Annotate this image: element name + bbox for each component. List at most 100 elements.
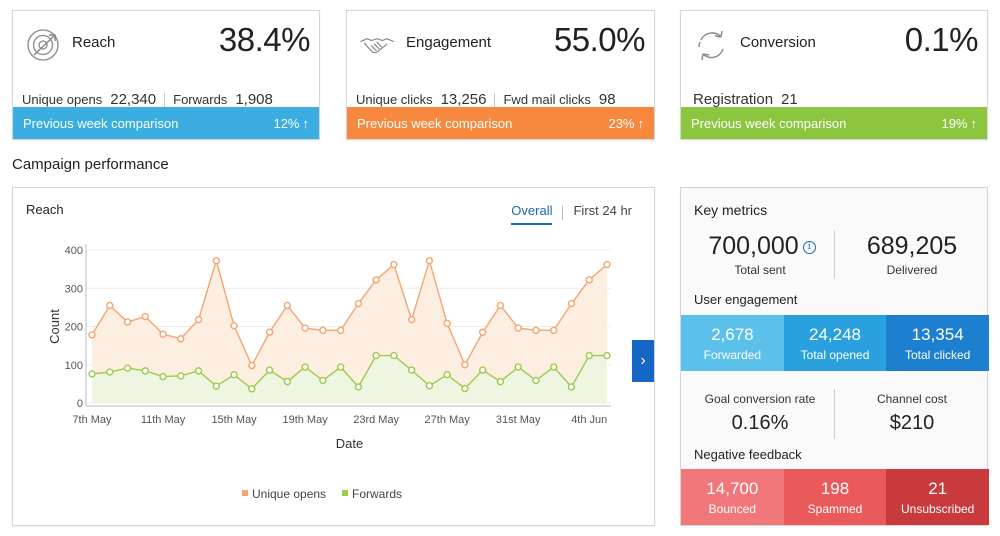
divider xyxy=(164,92,166,107)
y-tick-label: 0 xyxy=(77,398,83,410)
data-point xyxy=(354,299,363,308)
data-point xyxy=(212,382,221,390)
y-tick-label: 200 xyxy=(65,322,83,334)
campaign-chart-card: Reach Overall First 24 hr 0 100 200 300 400 7… xyxy=(12,187,655,526)
x-tick-label: 11th May xyxy=(141,414,186,426)
goal-conversion-label: Goal conversion rate xyxy=(704,392,816,406)
data-point xyxy=(461,361,469,369)
data-point xyxy=(194,367,203,375)
next-chart-button[interactable]: › xyxy=(632,340,654,382)
tile-value: 14,700 xyxy=(706,478,759,498)
engagement-title: Engagement xyxy=(406,34,492,51)
data-point xyxy=(248,361,256,370)
data-point xyxy=(354,383,363,391)
data-point xyxy=(301,363,309,371)
y-tick-label: 400 xyxy=(65,245,83,257)
y-tick-label: 100 xyxy=(65,360,83,372)
data-point xyxy=(265,328,274,336)
comparison-pct: 12% xyxy=(273,115,300,131)
key-metrics-title: Key metrics xyxy=(694,202,768,218)
target-icon xyxy=(27,29,59,61)
conversion-card: Conversion 0.1% Registration 21 Previous… xyxy=(680,10,988,140)
tile-label: Bounced xyxy=(708,501,757,516)
total-clicked-tile: 13,354 Total clicked xyxy=(886,315,990,371)
conversion-title: Conversion xyxy=(740,34,816,51)
tile-value: 21 xyxy=(928,478,948,498)
data-point xyxy=(248,385,256,393)
total-opened-tile: 24,248 Total opened xyxy=(783,315,887,371)
engagement-tiles: 2,678 Forwarded 24,248 Total opened 13,3… xyxy=(681,315,990,371)
x-tick-label: 19th May xyxy=(282,414,328,426)
comparison-label: Previous week comparison xyxy=(357,115,513,131)
bounced-tile: 14,700 Bounced xyxy=(681,469,784,525)
handshake-icon xyxy=(360,38,394,54)
chart-title: Reach xyxy=(26,202,64,217)
series-area-1 xyxy=(92,355,607,403)
data-point xyxy=(88,370,96,378)
tab-overall[interactable]: Overall xyxy=(511,203,553,225)
conversion-value: 0.1% xyxy=(904,21,979,58)
total-sent-value: 700,000 i xyxy=(687,232,837,261)
x-tick-label: 4th Jun xyxy=(571,414,607,426)
x-tick-label: 15th May xyxy=(211,414,257,426)
data-point xyxy=(336,326,345,335)
data-point xyxy=(212,257,221,265)
data-point xyxy=(407,315,416,324)
registration-label: Registration xyxy=(693,91,774,108)
engagement-value: 55.0% xyxy=(553,21,646,58)
x-tick-label: 7th May xyxy=(72,414,112,426)
comparison-label: Previous week comparison xyxy=(23,115,179,131)
data-point xyxy=(567,383,576,391)
comparison-pct: 23% xyxy=(608,115,635,131)
registration-value: 21 xyxy=(781,91,798,108)
x-tick-label: 27th May xyxy=(425,414,471,426)
forwards-label: Forwards xyxy=(173,92,228,107)
unique-clicks-label: Unique clicks xyxy=(356,92,433,107)
negative-feedback-title: Negative feedback xyxy=(694,447,802,462)
spammed-tile: 198 Spammed xyxy=(783,469,887,525)
reach-value: 38.4% xyxy=(218,21,311,58)
divider xyxy=(834,389,835,439)
section-title: Campaign performance xyxy=(12,156,169,173)
data-point xyxy=(194,315,203,324)
y-axis-title: Count xyxy=(47,309,62,344)
reach-card: Reach 38.4% Unique opens 22,340 Forwards… xyxy=(12,10,320,140)
data-point xyxy=(550,363,558,371)
fwd-mail-clicks-label: Fwd mail clicks xyxy=(503,92,591,107)
forwarded-tile: 2,678 Forwarded xyxy=(681,315,784,371)
tile-label: Total clicked xyxy=(904,347,971,362)
tile-label: Forwarded xyxy=(703,347,762,362)
data-point xyxy=(230,322,238,330)
tile-label: Spammed xyxy=(807,501,863,516)
arrow-up-icon: ↑ xyxy=(970,115,978,131)
data-point xyxy=(496,301,505,310)
data-point xyxy=(106,301,114,310)
arrow-up-icon: ↑ xyxy=(637,115,645,131)
x-tick-label: 31st May xyxy=(496,414,541,426)
legend-label: Unique opens xyxy=(252,487,326,501)
y-tick-label: 300 xyxy=(65,283,83,295)
negative-tiles: 14,700 Bounced 198 Spammed 21 Unsubscrib… xyxy=(681,469,990,525)
comparison-label: Previous week comparison xyxy=(691,115,847,131)
data-point xyxy=(425,257,434,265)
delivered-label: Delivered xyxy=(886,263,938,277)
tab-divider xyxy=(562,205,564,220)
x-tick-label: 23rd May xyxy=(353,414,399,426)
data-point xyxy=(425,382,434,390)
info-icon[interactable]: i xyxy=(802,240,816,254)
arrow-up-icon: ↑ xyxy=(302,115,310,131)
data-point xyxy=(319,326,327,335)
unsubscribed-tile: 21 Unsubscribed xyxy=(886,469,990,525)
data-point xyxy=(141,367,149,375)
data-point xyxy=(585,276,593,284)
tile-value: 13,354 xyxy=(911,324,964,344)
data-point xyxy=(265,366,274,374)
engagement-stats: Unique clicks 13,256 Fwd mail clicks 98 xyxy=(356,91,616,108)
data-point xyxy=(372,276,380,284)
tab-first-24-hr[interactable]: First 24 hr xyxy=(573,203,632,218)
data-point xyxy=(478,328,487,336)
tile-label: Unsubscribed xyxy=(900,501,975,516)
tile-value: 2,678 xyxy=(711,324,754,344)
key-metrics-card: Key metrics 700,000 i Total sent 689,205 … xyxy=(680,187,990,526)
goal-conversion-value: 0.16% xyxy=(731,412,789,434)
